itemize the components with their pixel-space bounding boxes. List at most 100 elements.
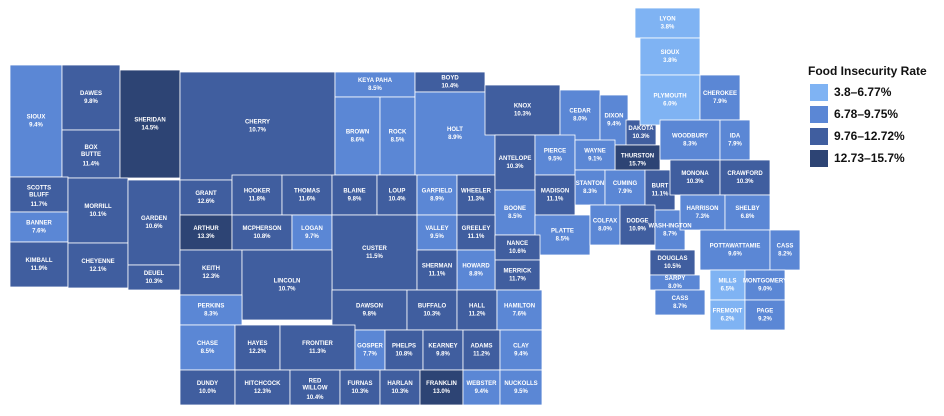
county-name: MERRICK <box>504 269 533 275</box>
county-name: BLAINE <box>343 189 365 195</box>
county <box>61 64 121 131</box>
county-name: BURT <box>652 184 669 190</box>
county-rate: 7.9% <box>728 142 742 148</box>
county <box>9 241 69 288</box>
county-name: KIMBALL <box>26 258 53 264</box>
county-rate: 11.1% <box>652 192 669 198</box>
county-rate: 10.3% <box>686 179 704 185</box>
county <box>279 324 356 371</box>
county-rate: 9.4% <box>475 389 489 395</box>
county-rate: 9.0% <box>758 287 772 293</box>
county-rate: 8.5% <box>391 138 405 144</box>
county-rate: 3.8% <box>663 58 677 64</box>
county-rate: 12.3% <box>202 274 220 280</box>
county-rate: 10.3% <box>391 389 409 395</box>
county <box>334 96 381 176</box>
county-name: MORRILL <box>84 204 112 210</box>
county-rate: 7.6% <box>32 229 46 235</box>
county-name: DAWES <box>80 91 102 97</box>
county-name: PIERCE <box>544 149 566 155</box>
county-rate: 9.5% <box>548 157 562 163</box>
county <box>484 84 561 136</box>
legend-label: 6.78–9.75% <box>834 107 898 121</box>
county-rate: 12.6% <box>197 199 215 205</box>
county-name: BOONE <box>504 206 526 212</box>
county-name: MCPHERSON <box>242 226 281 232</box>
county-name: HITCHCOCK <box>245 381 282 387</box>
county <box>659 119 721 161</box>
county-name: HOOKER <box>244 189 271 195</box>
county-rate: 11.6% <box>299 197 316 203</box>
county <box>499 329 543 371</box>
county-rate: 6.2% <box>721 317 735 323</box>
county-rate: 10.8% <box>395 352 413 358</box>
county-name: WOODBURY <box>672 134 708 140</box>
county <box>769 229 801 271</box>
county-name: HOLT <box>447 127 463 133</box>
county <box>669 159 721 196</box>
county <box>289 369 341 406</box>
county-rate: 11.8% <box>249 197 266 203</box>
county-rate: 10.7% <box>249 128 267 134</box>
county <box>494 259 541 291</box>
legend-swatch <box>810 128 828 145</box>
county <box>719 119 751 161</box>
county <box>494 234 541 261</box>
county-rate: 8.0% <box>573 117 587 123</box>
county-name: VALLEY <box>425 226 448 232</box>
county <box>559 89 601 141</box>
county-rate: 15.7% <box>629 162 647 168</box>
county-name: MONTGOMERY <box>743 279 787 285</box>
county <box>379 369 421 406</box>
county <box>462 369 501 406</box>
county-rate: 10.3% <box>736 179 754 185</box>
county-name: NUCKOLLS <box>504 381 537 387</box>
county <box>9 64 63 178</box>
county-rate: 9.8% <box>363 312 377 318</box>
county-name: FREMONT <box>713 309 743 315</box>
legend-title: Food Insecurity Rate <box>808 64 927 78</box>
county <box>494 189 536 236</box>
county-rate: 8.3% <box>683 142 697 148</box>
counties: SIOUX 9.4% DAWES 9.8% BOX BUTTE 11.4% SHERIDAN 1… <box>9 7 801 406</box>
county-name: CHERRY <box>245 120 270 126</box>
county-name: DEUEL <box>144 271 165 277</box>
county-name: SHERIDAN <box>134 118 165 124</box>
county <box>354 329 386 371</box>
county <box>119 69 181 179</box>
county-rate: 13.0% <box>433 389 451 395</box>
county <box>619 204 656 246</box>
county-rate: 7.6% <box>513 312 527 318</box>
county-rate: 10.6% <box>145 224 163 230</box>
county <box>419 369 464 406</box>
county-name: DODGE <box>626 219 648 225</box>
county-name: GRANT <box>195 191 217 197</box>
county-name: THURSTON <box>621 154 654 160</box>
legend-label: 9.76–12.72% <box>834 129 905 143</box>
county <box>331 174 378 216</box>
county-name: WEBSTER <box>467 381 498 387</box>
legend: 3.8–6.77% 6.78–9.75% 9.76–12.72% 12.73–15.7… <box>810 84 905 167</box>
legend-label: 3.8–6.77% <box>834 85 892 99</box>
county-name: KEYA PAHA <box>358 78 393 84</box>
county-rate: 8.7% <box>673 304 687 310</box>
county-rate: 13.3% <box>197 234 215 240</box>
county <box>9 211 69 243</box>
county-rate: 6.8% <box>741 214 755 220</box>
county-rate: 10.3% <box>514 112 532 118</box>
county <box>574 169 606 206</box>
county <box>331 214 418 291</box>
county-name: BOYD <box>441 76 459 82</box>
county-rate: 6.5% <box>721 287 735 293</box>
county <box>127 264 181 291</box>
county-name: IDA <box>730 134 741 140</box>
county-name: THOMAS <box>294 189 320 195</box>
county-rate: 10.3% <box>351 389 369 395</box>
county-rate: 11.7% <box>31 202 48 208</box>
county <box>179 179 233 216</box>
county <box>234 369 291 406</box>
county-name: WASH-INGTON <box>648 224 691 230</box>
county-name: FURNAS <box>348 381 373 387</box>
county-name: ADAMS <box>471 344 493 350</box>
county <box>456 289 498 331</box>
